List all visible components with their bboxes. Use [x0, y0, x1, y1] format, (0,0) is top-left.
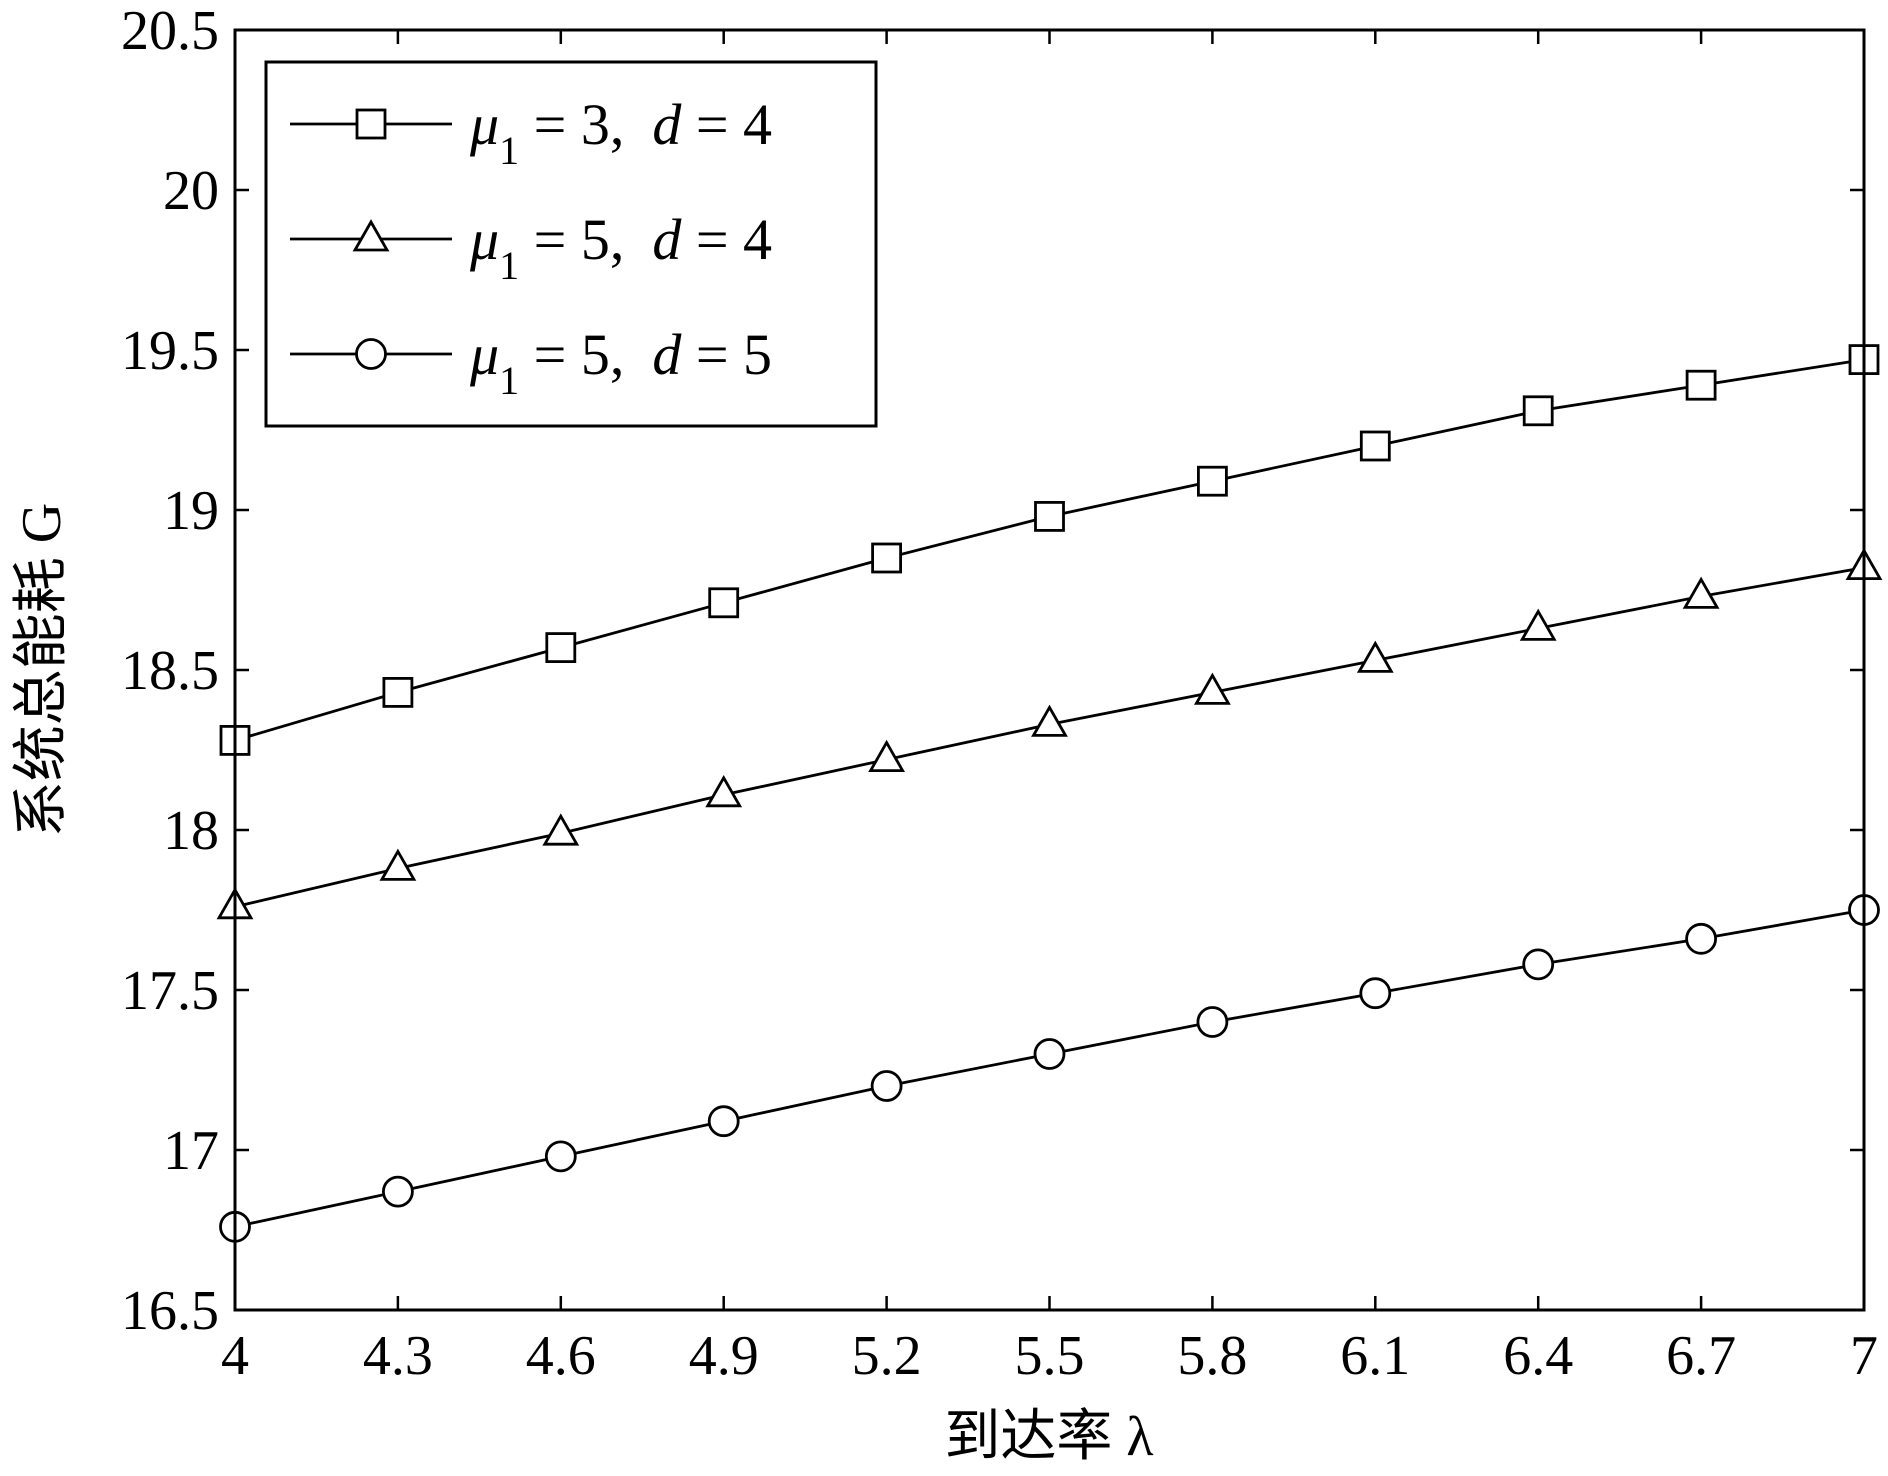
- x-tick-label: 6.1: [1340, 1325, 1410, 1387]
- y-axis-label: 系统总能耗 G: [11, 503, 73, 837]
- data-point-circle: [707, 1105, 740, 1138]
- plot-frame: [233, 28, 1866, 1312]
- data-point-triangle: [379, 848, 417, 881]
- legend-label-part: 1: [499, 243, 519, 288]
- legend-marker-circle: [355, 338, 387, 370]
- data-point-square: [1522, 395, 1554, 427]
- data-point-triangle: [1519, 608, 1557, 641]
- x-tick-label: 4.6: [526, 1325, 596, 1387]
- data-point-triangle: [1031, 704, 1068, 737]
- y-tick-labels: 16.5 17 17.5 18 18.5 19 19.5 20 20.5: [121, 0, 219, 1342]
- data-point-square: [545, 632, 577, 663]
- legend-marker-triangle: [352, 219, 390, 252]
- legend-label-part: d: [652, 207, 682, 272]
- y-tick-label: 20.5: [121, 0, 219, 62]
- data-point-square: [871, 542, 902, 574]
- data-point-triangle: [1356, 640, 1394, 673]
- x-tick-label: 5.5: [1015, 1325, 1085, 1387]
- x-tick-label: 5.2: [852, 1325, 922, 1387]
- data-point-circle: [1359, 977, 1392, 1010]
- data-point-triangle: [542, 813, 580, 846]
- legend-marker-square: [355, 108, 387, 140]
- data-point-triangle: [705, 774, 743, 808]
- y-tick-label: 17: [163, 1120, 219, 1182]
- data-point-circle: [1685, 922, 1717, 955]
- legend-label-part: d: [652, 322, 682, 387]
- x-tick-label: 5.8: [1177, 1325, 1247, 1387]
- x-tick-label: 7: [1850, 1325, 1878, 1387]
- data-point-circle: [1033, 1038, 1066, 1070]
- x-tick-label: 4.3: [363, 1325, 433, 1387]
- y-tick-label: 18: [163, 800, 219, 862]
- legend-label-part: d: [652, 92, 682, 157]
- x-tick-label: 6.7: [1666, 1325, 1736, 1387]
- data-point-square: [708, 587, 740, 619]
- data-point-circle: [870, 1070, 903, 1102]
- legend-label-part: = 4: [681, 92, 772, 157]
- y-tick-label: 19: [163, 480, 219, 542]
- data-point-square: [1685, 369, 1717, 401]
- y-tick-label: 18.5: [121, 640, 219, 702]
- data-point-triangle: [868, 739, 906, 772]
- data-point-triangle: [1193, 672, 1231, 705]
- data-point-circle: [1522, 948, 1555, 981]
- y-tick-label: 16.5: [121, 1280, 219, 1342]
- legend-label: μ1 = 5, d = 5: [469, 322, 772, 403]
- legend-label-part: = 3,: [519, 92, 624, 157]
- data-point-square: [1197, 465, 1228, 497]
- legend-entry: μ1 = 5, d = 4: [290, 207, 772, 288]
- legend-label-part: = 5,: [519, 207, 624, 272]
- x-axis-label: 到达率 λ: [944, 1406, 1153, 1468]
- legend-label-part: = 5,: [519, 322, 624, 387]
- series-triangle: [216, 547, 1883, 920]
- series-circle: [219, 894, 1880, 1243]
- series-line: [234, 566, 1865, 909]
- legend-label-part: = 4: [681, 207, 772, 272]
- data-point-square: [382, 677, 414, 708]
- legend-label-part: 1: [499, 128, 519, 173]
- data-point-square: [1034, 500, 1065, 532]
- x-tick-label: 4: [221, 1325, 249, 1387]
- series-layer: [216, 344, 1883, 1243]
- y-tick-label: 20: [163, 160, 219, 222]
- legend-label-part: μ: [469, 207, 499, 272]
- data-point-circle: [1196, 1006, 1229, 1038]
- legend-entry: μ1 = 5, d = 5: [290, 322, 772, 403]
- x-tick-label: 4.9: [689, 1325, 759, 1387]
- legend-label-part: μ: [469, 322, 499, 387]
- data-point-circle: [544, 1140, 577, 1173]
- legend-label-part: 1: [499, 358, 519, 403]
- legend-label-part: μ: [469, 92, 499, 157]
- x-tick-labels: 4 4.3 4.6 4.9 5.2 5.5 5.8 6.1 6.4 6.7 7: [221, 1325, 1878, 1387]
- data-point-triangle: [1682, 576, 1720, 609]
- legend: μ1 = 3, d = 4μ1 = 5, d = 4μ1 = 5, d = 5: [264, 60, 878, 428]
- data-point-circle: [381, 1175, 414, 1208]
- x-tick-label: 6.4: [1503, 1325, 1573, 1387]
- legend-label: μ1 = 5, d = 4: [469, 207, 772, 288]
- y-tick-label: 19.5: [121, 320, 219, 382]
- data-point-square: [1359, 430, 1391, 462]
- legend-entry: μ1 = 3, d = 4: [290, 92, 772, 173]
- legend-label: μ1 = 3, d = 4: [469, 92, 772, 173]
- y-tick-label: 17.5: [121, 960, 219, 1022]
- legend-label-part: = 5: [681, 322, 772, 387]
